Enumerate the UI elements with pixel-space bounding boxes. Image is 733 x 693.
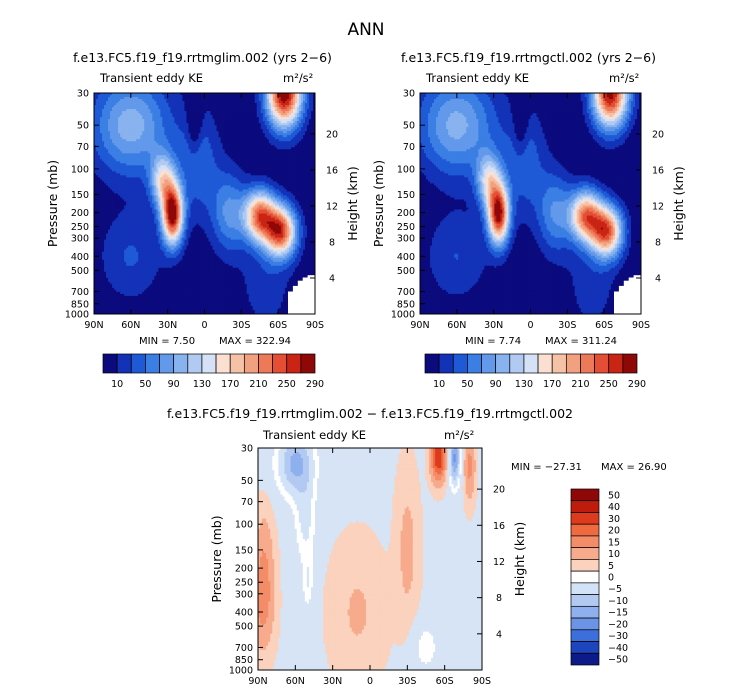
panel-title: f.e13.FC5.f19_f19.rrtmglim.002 (yrs 2−6) [73,50,332,65]
figure-title: ANN [347,20,384,40]
units-label: m²/s² [283,71,313,85]
panel-subtitle: Transient eddy KE [99,71,203,85]
panel-rrtmglim: f.e13.FC5.f19_f19.rrtmglim.002 (yrs 2−6)… [45,50,360,390]
contour-field-0 [94,93,315,314]
